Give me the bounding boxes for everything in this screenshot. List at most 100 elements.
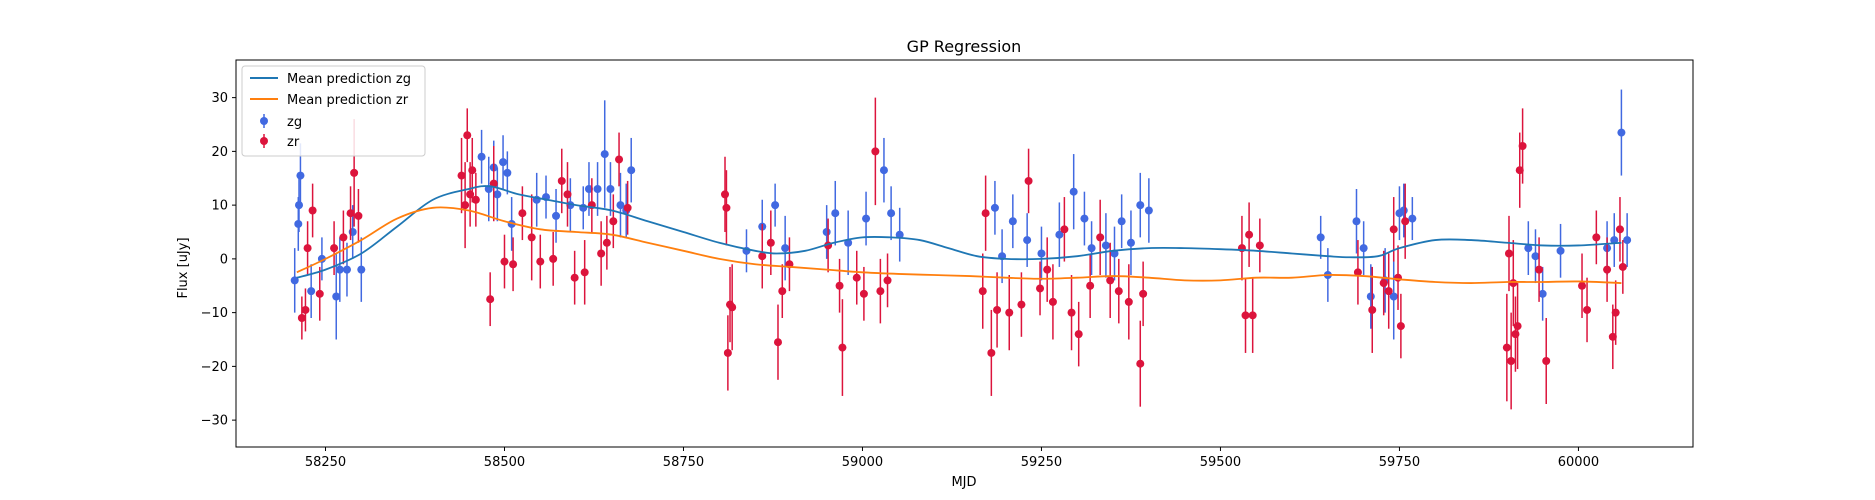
x-tick-label: 59250 xyxy=(1021,455,1062,470)
data-point-zg xyxy=(771,201,780,210)
y-tick-label: −20 xyxy=(201,360,228,375)
x-tick-label: 58750 xyxy=(663,455,704,470)
data-point-zr xyxy=(468,166,477,175)
data-point-zg xyxy=(1023,236,1032,245)
data-point-zr xyxy=(1086,281,1095,290)
data-point-zg xyxy=(781,244,790,253)
data-point-zg xyxy=(1144,206,1153,215)
data-point-zg xyxy=(600,150,609,159)
data-point-zr xyxy=(509,260,518,269)
y-tick-label: −30 xyxy=(201,414,228,429)
data-point-zr xyxy=(778,287,787,296)
data-point-zg xyxy=(1008,217,1017,226)
data-point-zr xyxy=(563,190,572,199)
data-point-zg xyxy=(1136,201,1145,210)
data-point-zr xyxy=(1583,305,1592,314)
data-point-zr xyxy=(330,244,339,253)
legend-box xyxy=(241,65,426,157)
data-point-zr xyxy=(1136,359,1145,368)
x-tick-label: 59000 xyxy=(842,455,883,470)
x-tick-label: 60000 xyxy=(1558,455,1599,470)
data-point-zg xyxy=(831,209,840,218)
axes-ticks: 58250 58500 58750 59000 59250 59500 59750 60000… xyxy=(201,91,1600,470)
data-point-zr xyxy=(570,273,579,282)
data-point-zr xyxy=(1036,284,1045,293)
data-point-zr xyxy=(315,289,324,298)
data-point-zg xyxy=(1117,217,1126,226)
data-point-zr xyxy=(1592,233,1601,242)
data-point-zg xyxy=(1037,249,1046,258)
data-point-zr xyxy=(297,314,306,322)
data-point-zr xyxy=(1024,176,1033,185)
data-point-zr xyxy=(883,276,892,285)
data-point-zr xyxy=(1379,279,1388,288)
data-point-zr xyxy=(1368,305,1377,314)
x-axis-label: MJD xyxy=(951,475,976,490)
data-point-zr xyxy=(722,203,731,212)
data-point-zr xyxy=(1608,332,1617,341)
data-point-zg xyxy=(1126,238,1135,247)
data-point-zg xyxy=(1610,236,1619,245)
data-point-zr xyxy=(308,206,317,215)
data-point-zr xyxy=(1515,166,1524,175)
data-point-zr xyxy=(339,233,348,242)
legend-label-mean-zr: Mean prediction zr xyxy=(287,93,409,108)
data-point-zr xyxy=(527,233,536,242)
data-point-zg xyxy=(887,209,896,218)
y-tick-label: −10 xyxy=(201,306,228,321)
data-point-zr xyxy=(1535,265,1544,274)
data-point-zr xyxy=(536,257,545,266)
data-point-zr xyxy=(981,209,990,218)
mean-prediction-zr-line xyxy=(296,206,1622,284)
data-point-zr xyxy=(876,287,885,296)
data-point-zg xyxy=(1069,187,1078,196)
legend-label-zg: zg xyxy=(287,115,302,130)
data-point-zr xyxy=(987,348,996,357)
data-point-zr xyxy=(301,305,310,314)
data-point-zr xyxy=(1603,265,1612,274)
data-point-zr xyxy=(1518,142,1527,150)
data-point-zr xyxy=(723,348,732,357)
data-point-zg xyxy=(552,211,561,220)
data-point-zg xyxy=(1352,217,1361,226)
data-point-zr xyxy=(1384,287,1393,296)
x-tick-label: 59750 xyxy=(1379,455,1420,470)
data-point-zg xyxy=(1389,292,1398,301)
mean-prediction-zg-line xyxy=(296,185,1622,279)
data-point-zg xyxy=(1316,233,1325,242)
data-point-zr xyxy=(471,195,480,204)
data-point-zr xyxy=(1060,225,1069,234)
data-point-zr xyxy=(1245,230,1254,239)
data-point-zg xyxy=(1366,292,1375,301)
data-point-zg xyxy=(1055,230,1064,239)
data-point-zg xyxy=(357,265,366,274)
data-point-zg xyxy=(307,287,316,296)
data-point-zr xyxy=(1578,281,1587,290)
data-point-zr xyxy=(1017,300,1026,309)
data-point-zr xyxy=(1389,225,1398,234)
data-point-zr xyxy=(1353,268,1362,277)
data-point-zg xyxy=(1531,252,1540,261)
data-point-zr xyxy=(457,171,466,180)
axes-frame xyxy=(235,59,1694,448)
data-point-zr xyxy=(303,244,312,253)
data-point-zg xyxy=(295,201,304,210)
data-point-zg xyxy=(499,158,508,167)
data-point-zr xyxy=(1504,249,1513,258)
data-point-zr xyxy=(1005,308,1014,317)
data-point-zr xyxy=(838,343,847,352)
data-point-zr xyxy=(993,305,1002,314)
data-point-zr xyxy=(597,249,606,258)
data-point-zr xyxy=(1248,311,1257,320)
data-point-zg xyxy=(862,214,871,223)
data-point-zg xyxy=(593,185,602,193)
data-point-zg xyxy=(822,228,831,236)
data-point-zr xyxy=(549,254,558,263)
data-point-zr xyxy=(758,252,767,261)
legend: Mean prediction zg Mean prediction zr zg… xyxy=(241,65,426,157)
x-tick-label: 58250 xyxy=(305,455,346,470)
data-point-zr xyxy=(461,201,470,210)
data-point-zr xyxy=(615,155,624,164)
data-point-zg xyxy=(1617,128,1626,137)
data-point-zr xyxy=(835,281,844,290)
